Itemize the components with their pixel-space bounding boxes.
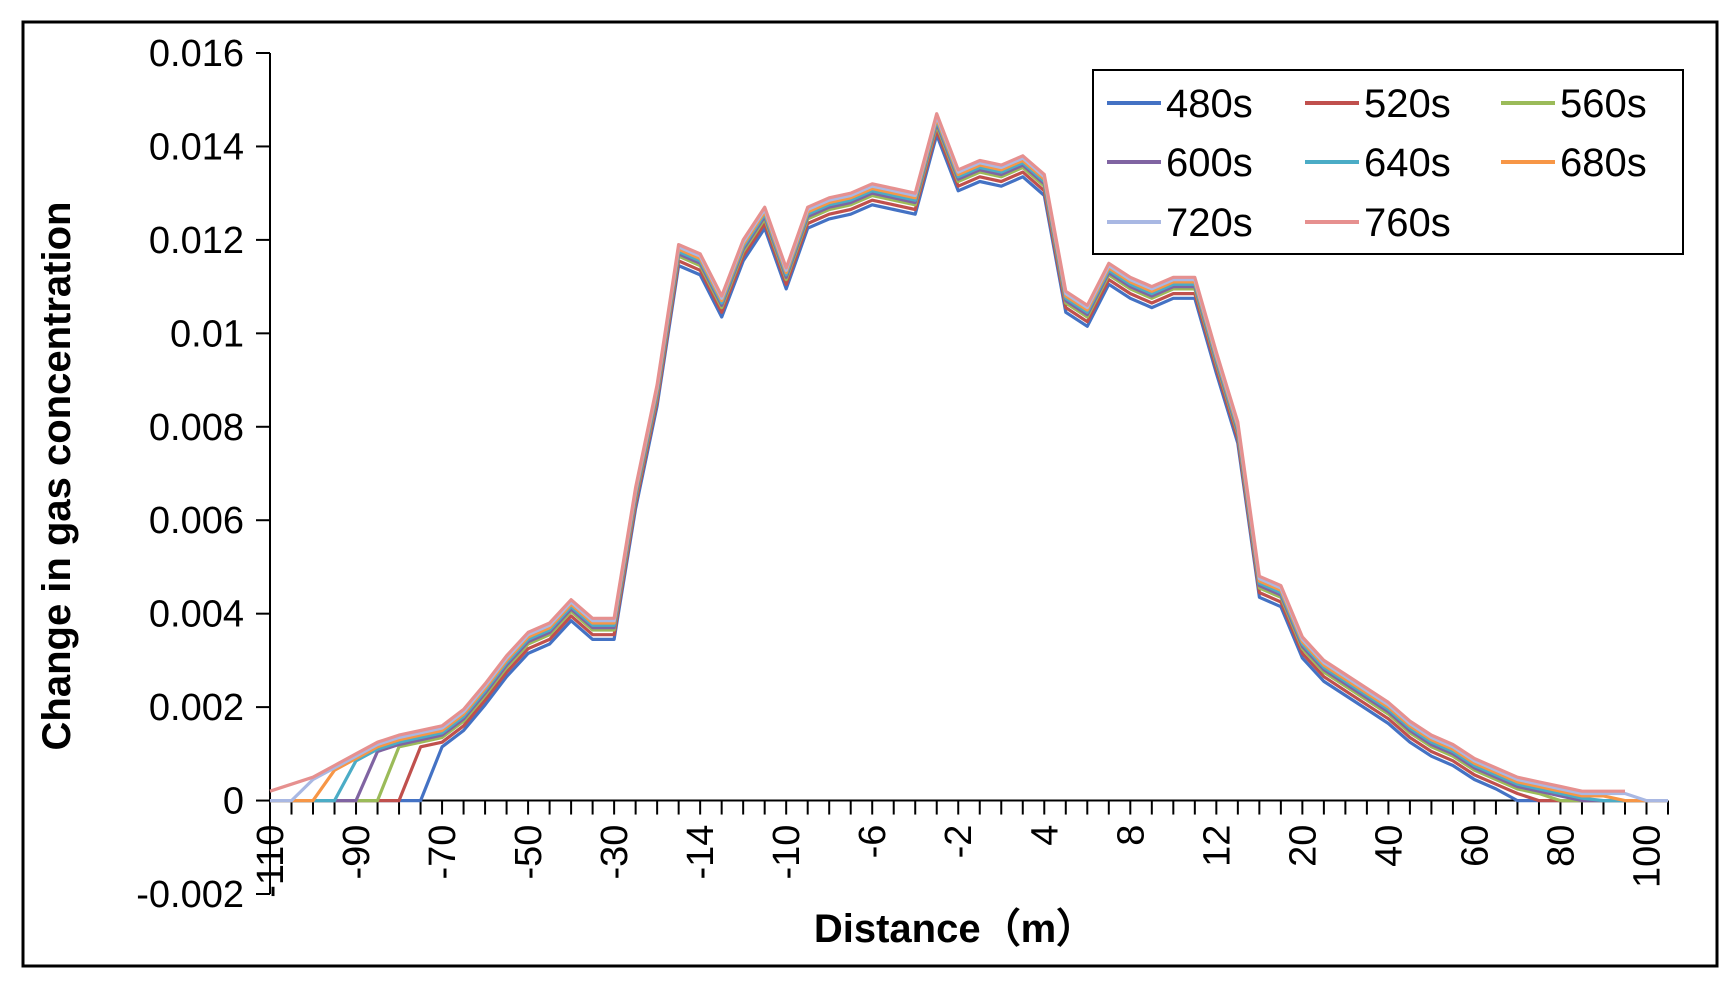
y-tick-label: 0.006 [149,500,244,542]
x-tick-label: -2 [938,825,980,859]
x-tick-label: -90 [336,825,378,880]
y-tick-label: 0.008 [149,407,244,449]
x-tick-label: -6 [852,825,894,859]
y-axis: 0.016 0.014 0.012 0.01 0.008 0.006 0.004 0.002 0… [136,33,271,916]
y-axis-title: Change in gas concentration [35,202,79,751]
y-tick-label: 0.002 [149,687,244,729]
x-tick-label: 8 [1110,825,1152,846]
legend-box [1092,69,1684,255]
legend: 480s 520s 560s 600s 640s 680s 720s 760s [1092,69,1684,255]
series-line-480s [270,133,1668,803]
x-tick-label: -30 [594,825,636,880]
legend-label: 600s [1166,141,1253,185]
series-line-760s [269,112,1625,793]
x-tick-label: -50 [508,825,550,880]
y-tick-label: 0.01 [170,313,244,355]
series-lines [269,112,1668,803]
x-tick-label: 40 [1368,825,1410,867]
legend-label: 760s [1364,201,1451,245]
x-tick-label: -70 [422,825,464,880]
y-tick-label: 0.012 [149,220,244,262]
y-tick-label: 0 [223,781,244,823]
y-tick-label: 0.004 [149,594,244,636]
series-line-520s [270,128,1668,803]
x-tick-label: -110 [250,825,292,898]
y-tick-label: 0.016 [149,33,244,75]
y-tick-label: -0.002 [136,874,244,916]
x-axis: -110 -90 -70 -50 -30 -14 -10 -6 -2 4 8 12 20 40 60 80 10… [250,799,1669,898]
legend-label: 480s [1166,82,1253,126]
x-tick-label: 20 [1282,825,1324,867]
legend-label: 680s [1560,141,1647,185]
x-axis-title: Distance（m） [814,907,1096,951]
legend-label: 640s [1364,141,1451,185]
legend-label: 520s [1364,82,1451,126]
x-tick-label: 60 [1454,825,1496,867]
legend-label: 560s [1560,82,1647,126]
legend-label: 720s [1166,201,1253,245]
x-tick-label: 4 [1024,825,1066,846]
x-tick-label: -14 [680,825,722,880]
x-tick-label: -10 [766,825,808,880]
y-tick-label: 0.014 [149,126,244,168]
x-tick-label: 12 [1196,825,1238,867]
x-tick-label: 80 [1540,825,1582,867]
x-tick-label: 100 [1626,825,1668,888]
